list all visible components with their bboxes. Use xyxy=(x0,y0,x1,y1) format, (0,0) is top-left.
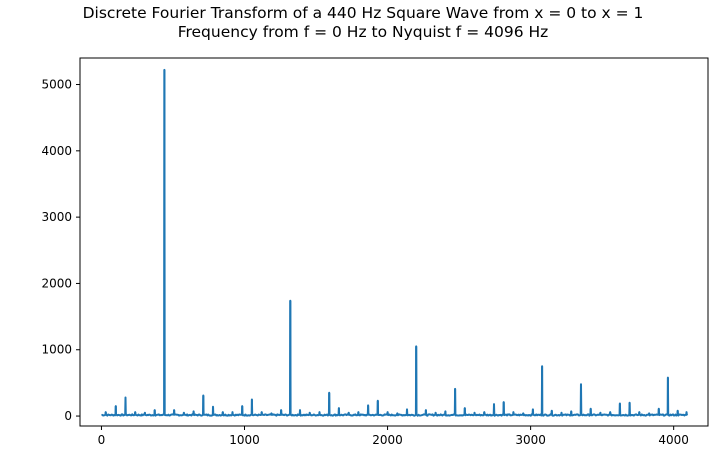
y-tick-label: 5000 xyxy=(41,78,72,92)
x-tick-label: 0 xyxy=(98,433,106,447)
spectrum-line xyxy=(101,68,689,417)
x-tick-label: 3000 xyxy=(515,433,546,447)
chart-title-line-2: Frequency from f = 0 Hz to Nyquist f = 4… xyxy=(177,23,549,41)
axes-frame xyxy=(79,57,709,427)
y-tick-label: 4000 xyxy=(41,144,72,158)
chart-title-line-1: Discrete Fourier Transform of a 440 Hz S… xyxy=(82,4,644,22)
x-tick-label: 1000 xyxy=(229,433,260,447)
y-tick-label: 2000 xyxy=(41,276,72,290)
axis-ticks: 0 1000 2000 3000 4000 0 1000 2000 3000 4000 5000 xyxy=(41,78,688,447)
x-tick-label: 4000 xyxy=(658,433,689,447)
y-tick-label: 0 xyxy=(64,409,72,423)
spectrum-series xyxy=(101,68,689,417)
y-tick-label: 3000 xyxy=(41,210,72,224)
y-tick-label: 1000 xyxy=(41,343,72,357)
x-tick-label: 2000 xyxy=(372,433,403,447)
